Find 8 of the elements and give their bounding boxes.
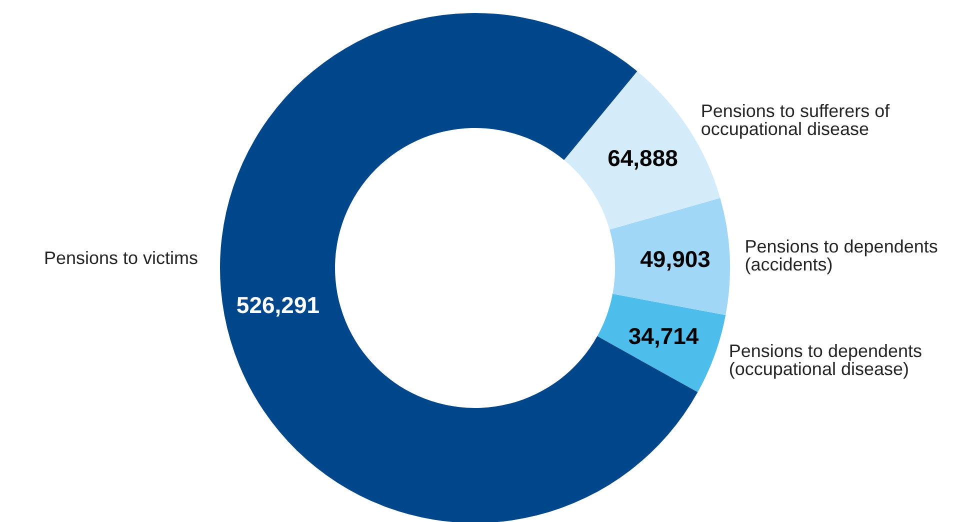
slice-label: Pensions to dependents (accidents) <box>744 236 943 275</box>
data-label: 34,714 <box>628 323 699 350</box>
slice-label: Pensions to victims <box>44 248 198 268</box>
slice-label: Pensions to sufferers of occupational disease <box>700 101 895 140</box>
slice-label: Pensions to dependents (occupational disease) <box>728 340 928 379</box>
data-label: 49,903 <box>640 246 710 272</box>
data-label: 64,888 <box>608 145 678 172</box>
data-label: 526,291 <box>236 292 320 318</box>
